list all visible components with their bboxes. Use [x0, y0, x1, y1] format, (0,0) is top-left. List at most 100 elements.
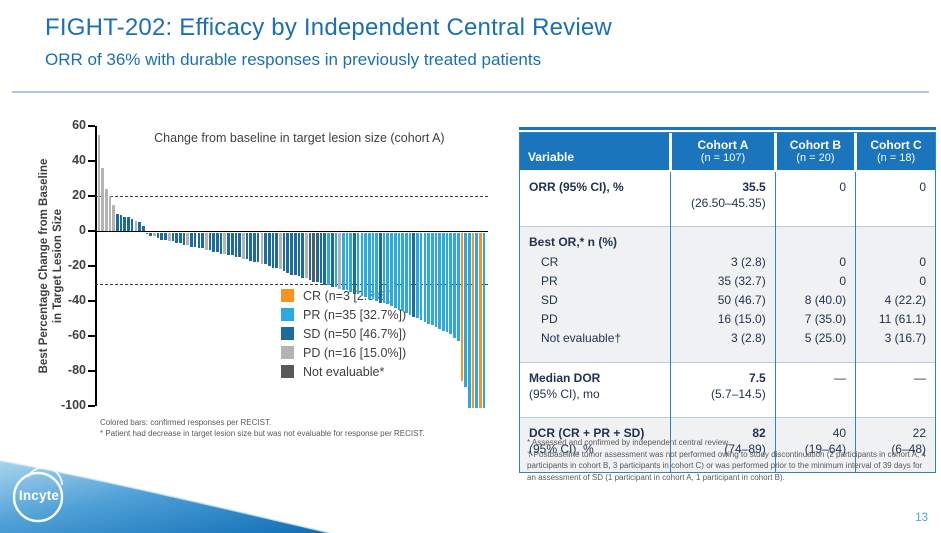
- cohort-b-name: Cohort B: [789, 138, 842, 152]
- cell-cohort-a: 50 (46.7): [670, 290, 776, 310]
- col-header-variable: Variable: [520, 133, 671, 172]
- bar-pd: [112, 204, 115, 231]
- bar-sd: [293, 232, 297, 275]
- bar-pr: [382, 232, 386, 303]
- bar-sd: [245, 232, 249, 259]
- bar-sd: [138, 222, 141, 231]
- cell-line: —: [914, 370, 926, 385]
- bar-sd: [412, 232, 416, 317]
- y-tick-label: -60: [67, 328, 86, 342]
- cell-cohort-c: 0: [855, 271, 935, 291]
- bar-pr: [360, 232, 364, 296]
- row-label: DCR (CR + PR + SD) (95% CI), %: [520, 416, 671, 473]
- bar-sd: [234, 232, 238, 257]
- legend-item-sd: SD (n=50 [46.7%]): [281, 324, 406, 343]
- bar-pr: [334, 232, 338, 287]
- table-footnote-2: † Postbaseline tumor assessment was not …: [527, 450, 926, 482]
- bar-pr: [367, 232, 371, 299]
- y-tick-mark: [88, 300, 95, 302]
- cell-cohort-a: 82 (74–89): [670, 416, 776, 473]
- cohort-c-n: (n = 18): [876, 152, 916, 164]
- bar-sd: [160, 232, 164, 240]
- cell-line: (26.50–45.35): [690, 196, 766, 211]
- bar-sd: [141, 225, 145, 231]
- row-label-line: ORR (95% CI), %: [529, 180, 624, 194]
- row-label: PR: [520, 271, 671, 291]
- table-body: ORR (95% CI), % 35.5 (26.50–45.35) 0 0 Best O…: [520, 170, 935, 473]
- bar-pr: [423, 232, 427, 322]
- row-label: CR: [520, 252, 671, 272]
- cell-cohort-a: 35.5 (26.50–45.35): [670, 170, 776, 227]
- legend-swatch-ne: [281, 365, 294, 378]
- cell-line: 0: [839, 273, 847, 288]
- cell-line: —: [834, 370, 847, 385]
- cell-cohort-b: 0: [774, 252, 856, 272]
- y-tick-label: 60: [72, 118, 86, 132]
- table-row: DCR (CR + PR + SD) (95% CI), % 82 (74–89) 40…: [520, 416, 935, 473]
- legend-label: Not evaluable*: [303, 364, 385, 379]
- legend-swatch-sd: [281, 327, 294, 340]
- bar-sd: [119, 215, 123, 231]
- cell-cohort-b: 0: [774, 170, 856, 227]
- bar-pd: [108, 196, 112, 231]
- bar-sd: [275, 232, 278, 268]
- cell-line: 0: [919, 180, 926, 194]
- row-label-line: PD: [541, 312, 558, 327]
- y-tick-label: -20: [67, 258, 86, 272]
- cell-line: 3 (16.7): [884, 331, 926, 346]
- row-label-line: Not evaluable†: [541, 331, 622, 346]
- bar-pd: [260, 232, 264, 264]
- chart-footnote-2: * Patient had decrease in target lesion …: [100, 429, 425, 439]
- bar-pr: [427, 232, 430, 324]
- cell-line: 7 (35.0): [804, 312, 847, 327]
- cell-line: 4 (22.2): [884, 292, 926, 307]
- variable-header-label: Variable: [528, 150, 575, 164]
- bar-sd: [116, 213, 119, 231]
- y-tick-mark: [88, 370, 95, 372]
- bar-pr: [464, 232, 467, 387]
- bar-pr: [442, 232, 445, 331]
- bar-pr: [445, 232, 449, 333]
- row-label: Best OR,* n (%): [520, 226, 671, 253]
- y-tick-label: 0: [79, 223, 86, 237]
- efficacy-table: Variable Cohort A (n = 107) Cohort B (n …: [520, 133, 935, 473]
- table-footnote-1: * Assessed and confirmed by independent …: [527, 438, 730, 447]
- table-row: PD 16 (15.0) 7 (35.0) 11 (61.1): [520, 309, 935, 329]
- incyte-logo: Incyte: [10, 466, 68, 525]
- zero-line: [95, 231, 488, 232]
- row-label-line: CR: [541, 254, 559, 269]
- y-tick-mark: [88, 160, 95, 162]
- cell-line: 50 (46.7): [717, 292, 766, 307]
- cohort-b-n: (n = 20): [796, 152, 835, 164]
- bar-sd: [308, 232, 312, 280]
- bar-pr: [375, 232, 378, 301]
- table-row: CR 3 (2.8) 0 0: [520, 252, 935, 272]
- bar-pd: [204, 232, 208, 250]
- cell-line: 35.5: [742, 180, 766, 194]
- bar-pr: [475, 232, 479, 408]
- col-header-cohort-a: Cohort A (n = 107): [669, 133, 776, 172]
- legend-item-pr: PR (n=35 [32.7%]): [281, 305, 406, 324]
- cell-line: 0: [839, 180, 847, 194]
- cell-line: (74–89): [724, 442, 766, 457]
- legend-item-ne: Not evaluable*: [281, 362, 406, 381]
- y-axis: [95, 126, 97, 406]
- cell-line: 0: [919, 273, 926, 288]
- y-tick-label: 40: [72, 153, 86, 167]
- bar-sd: [264, 232, 267, 264]
- cell-line: 5 (25.0): [804, 331, 847, 346]
- table-header-row: Variable Cohort A (n = 107) Cohort B (n …: [520, 133, 935, 172]
- bar-pr: [386, 232, 390, 305]
- bar-sd: [149, 232, 153, 236]
- bar-pd: [279, 232, 282, 270]
- row-label-line: (95% CI), %: [529, 442, 594, 457]
- bar-sd: [227, 232, 230, 256]
- bar-sd: [290, 232, 293, 275]
- table-footnotes: * Assessed and confirmed by independent …: [527, 437, 927, 484]
- bar-pr: [467, 232, 471, 408]
- row-label-line: DCR (CR + PR + SD): [529, 425, 645, 440]
- cell-line: 0: [839, 254, 847, 269]
- y-tick-label: -80: [67, 363, 86, 377]
- bar-pd: [223, 232, 227, 254]
- col-header-cohort-b: Cohort B (n = 20): [773, 133, 856, 172]
